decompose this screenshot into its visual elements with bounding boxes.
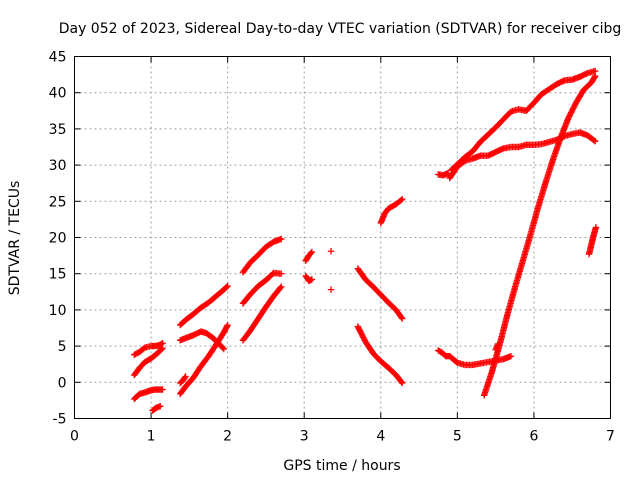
data-series-segment [480,72,599,399]
data-point [277,284,284,292]
data-series-segment [354,265,406,322]
grid-layer [74,56,611,419]
x-tick-labels: 0 1 2 3 4 5 6 7 [70,429,615,445]
y-tick-label: 40 [49,86,67,102]
data-point [590,137,598,144]
y-tick-label: 20 [49,231,67,247]
data-series-segment [149,402,164,414]
x-tick-label: 6 [529,429,538,445]
data-series-segment [327,248,335,255]
data-series-segment [176,321,231,398]
data-series-segment [131,340,166,358]
data-series-segment [435,347,515,369]
data-point [220,345,228,353]
data-series-segment [354,323,406,387]
data-point [327,248,335,255]
data-point [182,373,189,380]
data-point [398,378,405,386]
data-series-segment [239,283,285,344]
y-tick-label: 10 [49,303,67,319]
data-point [591,138,599,145]
axis-ticks [74,56,611,419]
data-point [397,196,405,204]
chart-title: Day 052 of 2023, Sidereal Day-to-day VTE… [59,21,622,37]
x-tick-label: 0 [70,429,79,445]
data-point [158,345,165,353]
data-point [591,74,598,81]
data-series-segment [176,282,231,329]
data-point [223,283,230,291]
y-tick-label: 45 [49,50,67,66]
data-point [327,286,335,293]
data-point [308,248,316,256]
y-tick-labels: -5 0 5 10 15 20 25 30 35 40 45 [49,50,67,428]
data-series-segment [448,67,599,174]
x-axis-label: GPS time / hours [283,458,400,474]
data-series-segment [131,345,166,379]
data-series-segment [239,235,285,276]
data-point [591,72,599,80]
data-point [592,224,600,231]
data-series-segment [435,169,452,179]
y-tick-label: 35 [49,122,67,138]
data-point [399,379,406,387]
y-tick-label: 15 [49,267,67,283]
data-point [307,249,315,257]
y-tick-label: 0 [58,375,67,391]
data-series-segment [176,373,189,387]
x-tick-label: 3 [300,429,309,445]
data-series-segment [131,386,166,403]
data-point [181,374,188,381]
data-point [494,340,502,348]
data-series-segment [446,129,599,182]
data-point [308,276,316,283]
data-point [157,402,164,410]
data-series-segment [585,224,600,258]
data-series-segment [239,269,285,307]
x-tick-label: 7 [606,429,615,445]
data-point [224,321,231,329]
y-tick-label: 30 [49,158,67,174]
data-point [398,314,405,321]
data-point [399,315,406,322]
data-point [224,282,231,290]
y-axis-label: SDTVAR / TECUs [7,181,23,296]
data-point [159,386,166,393]
data-point [399,195,406,203]
y-tick-label: 25 [49,194,67,210]
y-tick-label: -5 [53,412,67,428]
data-point [278,270,285,277]
x-tick-label: 4 [376,429,385,445]
data-series-segment [327,286,335,293]
x-tick-label: 1 [147,429,156,445]
data-point [507,353,515,360]
y-tick-label: 5 [58,339,67,355]
data-point [159,345,166,352]
data-point [278,283,285,290]
data-series-segment [492,340,502,353]
data-points [131,67,600,414]
data-point [219,344,226,352]
x-tick-label: 5 [453,429,462,445]
data-series-segment [377,195,406,227]
data-series-segment [302,272,316,285]
data-series-segment [302,248,316,264]
data-point [278,235,285,243]
x-tick-label: 2 [223,429,232,445]
